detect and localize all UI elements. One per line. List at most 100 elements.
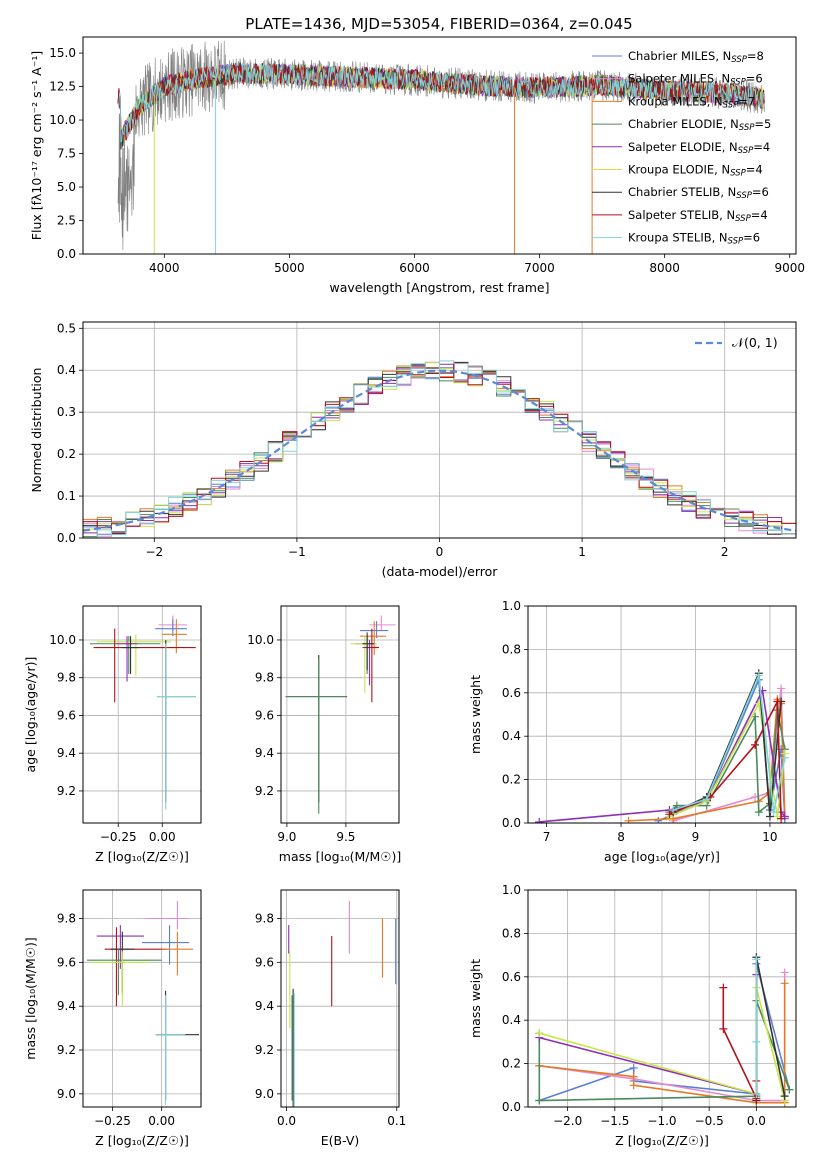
weight-line (668, 710, 786, 814)
weight-marker (751, 740, 760, 749)
x-tick-label: 7 (543, 830, 551, 844)
weight-marker (752, 1089, 761, 1098)
legend-nssp: =6 (752, 185, 769, 199)
y-tick-label: 9.8 (255, 911, 274, 925)
weight-marker (535, 1096, 544, 1105)
y-tick-label: 0.4 (57, 363, 76, 377)
error-bar (121, 636, 140, 674)
y-tick-label: 12.5 (49, 80, 76, 94)
y-tick-label: 9.2 (57, 784, 76, 798)
x-tick-label: 9.5 (336, 830, 355, 844)
axes-frame (527, 605, 797, 824)
panel-weight-vs-z: −2.0 −1.5 −1.0 −0.5 0.0 0.0 0.2 0.4 0.6 0.8 1.0 Z [… (468, 883, 797, 1148)
y-tick-label: 9.6 (255, 708, 274, 722)
legend-item: Chabrier STELIB, NSSP=6 (592, 185, 769, 201)
weight-marker (719, 983, 728, 992)
x-tick-label: −1 (288, 545, 306, 559)
x-axis-label: mass [log₁₀(M/M☉)] (279, 849, 401, 864)
legend-nssp: =6 (743, 231, 760, 245)
y-tick-label: 0.8 (502, 642, 521, 656)
legend-nssp: =7 (738, 94, 755, 108)
x-tick-label: 9 (692, 830, 700, 844)
weight-marker (754, 808, 763, 817)
y-tick-label: 9.4 (57, 999, 76, 1013)
legend-nssp: =6 (746, 72, 763, 86)
legend-subscript: SSP (723, 100, 739, 110)
x-tick-label: 6000 (399, 261, 430, 275)
y-tick-label: 5.0 (57, 180, 76, 194)
y-tick-label: 9.2 (255, 784, 274, 798)
x-tick-label: −1.5 (600, 1114, 629, 1128)
plot-area (288, 900, 397, 1107)
x-axis-label: Z [log₁₀(Z/Z☉)] (615, 1133, 709, 1148)
y-axis-label: age [log₁₀(age/yr)] (23, 657, 38, 773)
x-tick-label: 10 (762, 830, 777, 844)
panel-age-vs-mass: 9.0 9.5 9.2 9.4 9.6 9.8 10.0 mass [log₁₀(M/M☉)] (247, 605, 401, 864)
x-axis-label: wavelength [Angstrom, rest frame] (329, 280, 549, 295)
x-tick-label: 9.0 (277, 830, 296, 844)
legend-label: Chabrier STELIB, NSSP=6 (628, 185, 769, 201)
y-tick-label: 0.0 (502, 1100, 521, 1114)
axes-frame (280, 605, 400, 824)
y-tick-label: 9.6 (255, 955, 274, 969)
y-tick-label: 9.4 (57, 746, 76, 760)
weight-marker (780, 1092, 789, 1101)
y-tick-label: 0.4 (502, 1013, 521, 1027)
y-axis-label: mass weight (468, 959, 483, 1038)
weight-marker (777, 814, 786, 823)
weight-marker (785, 1085, 794, 1094)
weight-marker (765, 812, 774, 821)
weight-marker (780, 979, 789, 988)
weight-marker (629, 1063, 638, 1072)
y-axis-label: mass weight (468, 675, 483, 754)
weight-marker (777, 684, 786, 693)
legend-nssp: =4 (751, 208, 768, 222)
y-tick-label: 0.6 (502, 686, 521, 700)
weight-marker (719, 1024, 728, 1033)
y-tick-label: 1.0 (502, 599, 521, 613)
weight-marker (780, 753, 789, 762)
y-tick-label: 9.8 (255, 671, 274, 685)
legend-subscript: SSP (735, 214, 751, 224)
error-bar (285, 658, 348, 814)
axes-frame (82, 889, 202, 1108)
x-tick-label: 0.0 (277, 1114, 296, 1128)
legend-subscript: SSP (730, 78, 746, 88)
panel-weight-vs-age: 7 8 9 10 0.0 0.2 0.4 0.6 0.8 1.0 age [log₁₀(age/yr… (468, 599, 797, 864)
legend-subscript: SSP (730, 169, 746, 179)
weight-marker (752, 1037, 761, 1046)
x-tick-label: −0.25 (100, 830, 137, 844)
x-tick-label: 2 (721, 545, 729, 559)
legend-nssp: =8 (747, 49, 764, 63)
plot-area (535, 669, 789, 823)
weight-marker (769, 808, 778, 817)
legend: 𝒩(0, 1) (695, 335, 778, 350)
weight-marker (702, 795, 711, 804)
legend-nssp: =4 (746, 163, 763, 177)
weight-marker (535, 817, 544, 823)
legend-subscript: SSP (731, 55, 747, 65)
y-tick-label: 0.3 (57, 405, 76, 419)
normal-reference-curve (83, 369, 796, 532)
y-tick-label: 9.4 (255, 999, 274, 1013)
legend-subscript: SSP (736, 191, 752, 201)
error-bar (97, 634, 172, 676)
weight-line (539, 983, 786, 1104)
error-bar (156, 643, 196, 810)
legend-item: Chabrier ELODIE, NSSP=5 (592, 117, 771, 133)
x-tick-label: 0 (436, 545, 444, 559)
weight-marker (780, 968, 789, 977)
legend-nssp: =5 (754, 117, 771, 131)
error-bar (93, 628, 196, 703)
panel-residuals: −2 −1 0 1 2 0.0 0.1 0.2 0.3 0.4 0.5 (data-model)/er… (29, 321, 797, 579)
y-tick-label: 9.4 (255, 746, 274, 760)
weight-marker (629, 1081, 638, 1090)
legend-label: Kroupa STELIB, NSSP=6 (628, 231, 760, 247)
legend-item: Chabrier MILES, NSSP=8 (592, 49, 764, 65)
legend-item: Salpeter MILES, NSSP=6 (592, 72, 763, 88)
legend-label: Salpeter MILES, NSSP=6 (628, 72, 763, 88)
y-axis-label: Normed distribution (29, 368, 44, 493)
y-tick-label: 0.0 (57, 531, 76, 545)
y-tick-label: 7.5 (57, 147, 76, 161)
